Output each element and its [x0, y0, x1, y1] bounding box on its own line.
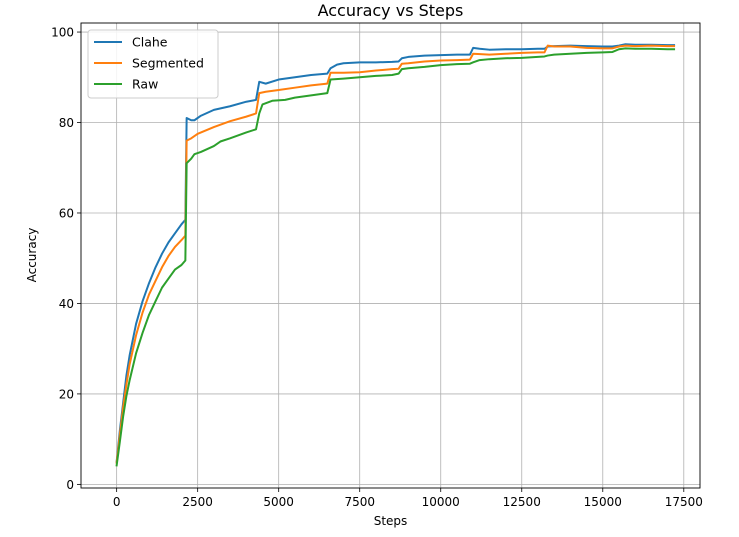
x-tick-label: 12500: [503, 495, 541, 509]
legend: Clahe Segmented Raw: [87, 29, 219, 99]
legend-entries: Clahe Segmented Raw: [94, 35, 204, 92]
x-tick-label: 10000: [422, 495, 460, 509]
x-axis-label: Steps: [374, 514, 408, 528]
x-tick-label: 15000: [584, 495, 622, 509]
y-tick-label: 80: [59, 116, 74, 130]
x-tick-label: 2500: [182, 495, 213, 509]
series-layer: [115, 43, 676, 467]
legend-label-raw: Raw: [132, 77, 158, 92]
x-tick-label: 17500: [665, 495, 703, 509]
series-line-segmented: [115, 44, 676, 464]
y-tick-label: 40: [59, 297, 74, 311]
series-line-raw: [115, 47, 676, 467]
y-tick-label: 60: [59, 206, 74, 220]
x-tick-label: 7500: [344, 495, 375, 509]
legend-label-clahe: Clahe: [132, 35, 168, 50]
chart-title: Accuracy vs Steps: [318, 1, 464, 20]
y-tick-label: 0: [66, 478, 74, 492]
y-axis-label: Accuracy: [25, 228, 39, 283]
legend-box: [87, 29, 219, 99]
y-tick-label: 100: [51, 26, 74, 40]
x-tick-label: 5000: [263, 495, 294, 509]
x-tick-label: 0: [113, 495, 121, 509]
plot-frame: [80, 22, 701, 489]
legend-label-segmented: Segmented: [132, 56, 204, 71]
ticks-layer: 0 2500 5000 7500 10000 12500 15000 17500 0 20 40 60…: [51, 26, 703, 509]
y-tick-label: 20: [59, 387, 74, 401]
